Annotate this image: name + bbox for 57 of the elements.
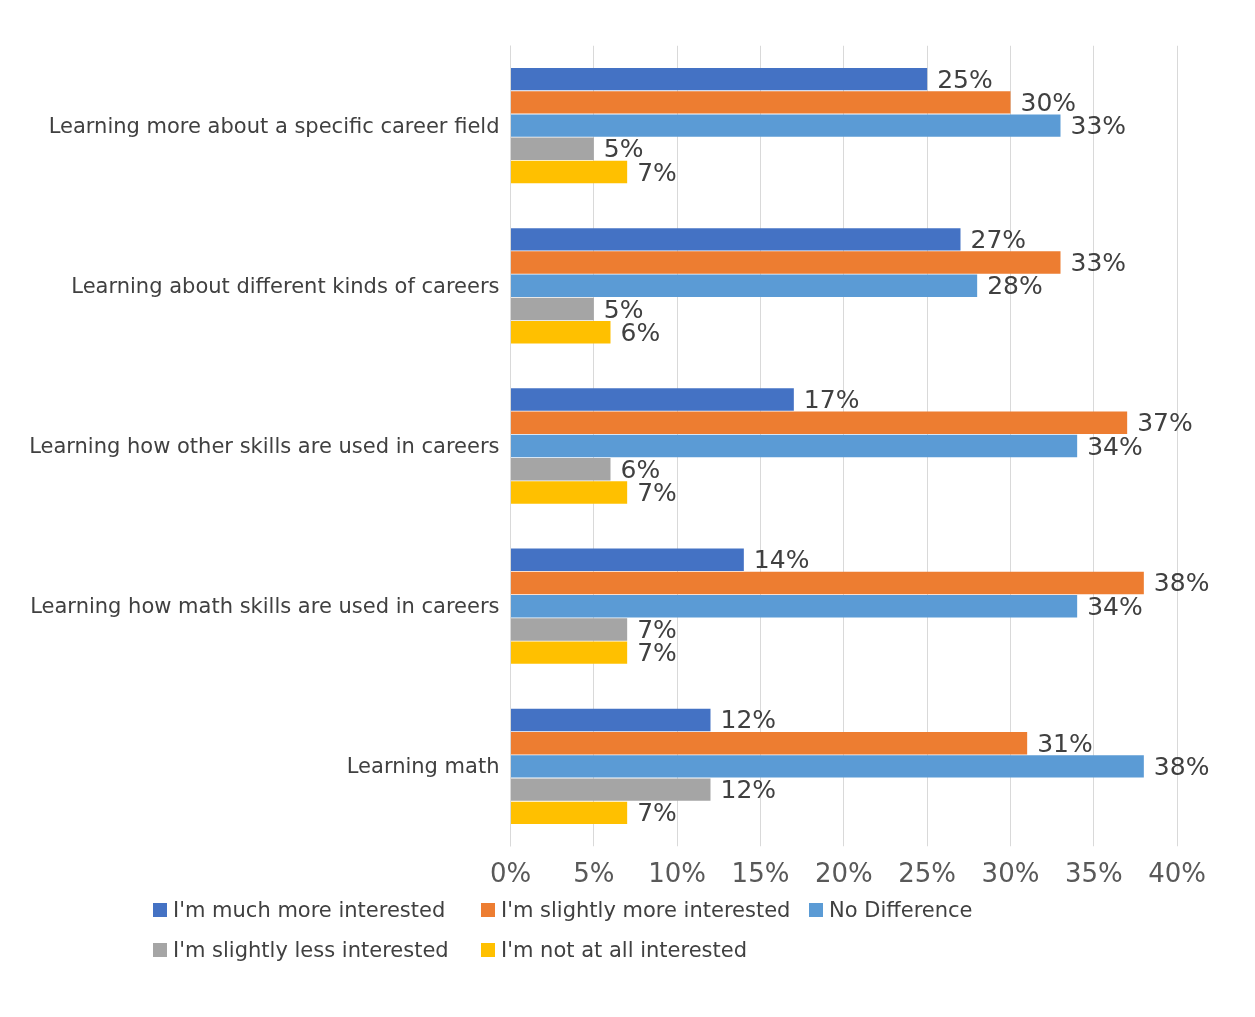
data-label: 17%	[803, 385, 860, 415]
legend-label: I'm much more interested	[173, 898, 446, 922]
data-label: 34%	[1087, 591, 1143, 621]
data-label: 31%	[1037, 728, 1093, 758]
data-label: 12%	[720, 775, 777, 805]
bar	[510, 321, 611, 344]
bar	[510, 67, 928, 91]
data-label: 14%	[753, 545, 810, 575]
legend-label: I'm not at all interested	[501, 938, 747, 962]
bar	[510, 160, 628, 184]
bar	[510, 778, 711, 801]
bar	[510, 388, 794, 411]
legend-label: I'm slightly less interested	[173, 938, 449, 962]
legend-label: No Difference	[829, 898, 973, 922]
x-tick-label: 5%	[573, 857, 615, 888]
bar	[510, 251, 1061, 274]
bar	[510, 297, 594, 321]
bar	[510, 458, 611, 481]
bar	[510, 228, 961, 251]
y-tick-label: Learning more about a specific career field	[48, 113, 500, 138]
bar	[510, 411, 1128, 434]
legend-label: I'm slightly more interested	[501, 898, 791, 922]
bar	[510, 801, 628, 825]
x-tick-label: 0%	[489, 857, 532, 888]
bar	[510, 755, 1144, 778]
y-tick-label: Learning how math skills are used in careers	[30, 594, 500, 619]
data-label: 38%	[1153, 568, 1210, 598]
bar	[510, 618, 628, 641]
data-label: 12%	[720, 705, 777, 735]
bar	[510, 708, 711, 732]
bar	[510, 481, 628, 504]
data-label: 38%	[1153, 751, 1210, 781]
data-label: 25%	[937, 64, 993, 94]
bar	[510, 571, 1144, 595]
data-label: 28%	[987, 271, 1043, 301]
y-tick-label: Learning how other skills are used in careers	[29, 434, 500, 458]
y-tick-label: Learning about different kinds of careers	[71, 273, 500, 298]
data-label: 27%	[970, 224, 1027, 254]
data-label: 7%	[637, 798, 677, 828]
x-tick-label: 35%	[1064, 857, 1123, 888]
x-tick-label: 40%	[1148, 857, 1207, 888]
data-label: 33%	[1070, 248, 1127, 278]
x-tick-label: 30%	[981, 857, 1040, 888]
x-tick-label: 20%	[814, 857, 873, 888]
x-tick-label: 10%	[648, 857, 707, 888]
bar	[510, 274, 978, 298]
bar	[510, 731, 1028, 755]
y-tick-label: Learning math	[346, 754, 500, 779]
bar	[510, 594, 1078, 618]
bar	[510, 137, 594, 161]
x-tick-label: 25%	[898, 857, 957, 888]
x-tick-label: 15%	[731, 857, 790, 888]
bar	[510, 114, 1061, 137]
bar	[510, 548, 744, 571]
bar	[510, 434, 1078, 458]
bar	[510, 91, 1011, 114]
bar	[510, 641, 628, 664]
